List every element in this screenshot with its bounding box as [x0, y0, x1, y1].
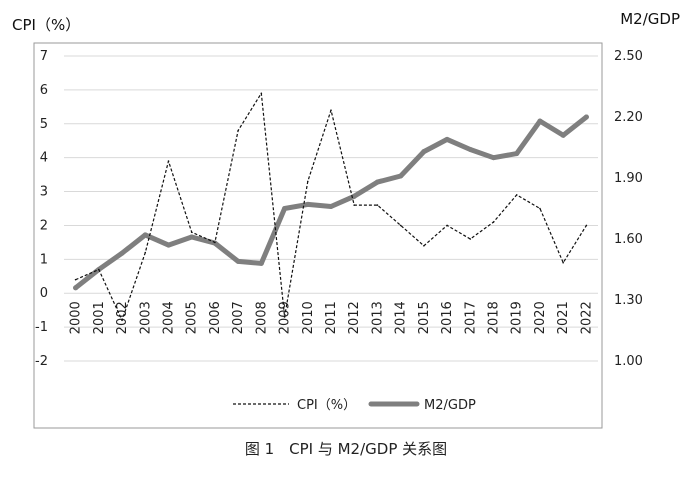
- x-tick-label: 2019: [510, 301, 525, 334]
- cpi-point: [98, 268, 100, 271]
- right-axis-label: M2/GDP: [620, 10, 680, 28]
- x-tick-label: 2007: [231, 301, 246, 334]
- cpi-point: [214, 241, 216, 244]
- cpi-point: [423, 244, 425, 247]
- right-tick-label: 1.30: [614, 293, 643, 308]
- x-tick-label: 2009: [278, 301, 293, 334]
- figure-caption: 图 1 CPI 与 M2/GDP 关系图: [245, 440, 447, 458]
- left-tick-label: -2: [35, 354, 48, 369]
- x-tick-label: 2022: [579, 301, 594, 334]
- x-tick-label: 2018: [487, 301, 502, 334]
- m2-gdp-point: [258, 260, 264, 266]
- left-tick-label: 6: [40, 83, 48, 98]
- right-tick-label: 1.00: [614, 354, 643, 369]
- m2-gdp-point: [165, 242, 171, 248]
- left-tick-label: 7: [40, 49, 48, 64]
- m2-gdp-point: [119, 250, 125, 256]
- right-tick-label: 2.50: [614, 49, 643, 64]
- series-layer: [73, 92, 589, 322]
- m2-gdp-point: [444, 136, 450, 142]
- m2-gdp-point: [73, 285, 79, 291]
- m2-gdp-point: [374, 179, 380, 185]
- m2-gdp-point: [235, 258, 241, 264]
- cpi-point: [167, 160, 170, 162]
- right-tick-label: 2.20: [614, 110, 643, 125]
- cpi-point: [492, 221, 495, 223]
- x-tick-label: 2014: [394, 301, 409, 334]
- cpi-point: [74, 278, 77, 281]
- x-tick-label: 2015: [417, 301, 432, 334]
- x-tick-label: 2003: [138, 301, 153, 334]
- left-tick-label: -1: [35, 320, 48, 335]
- x-axis-ticks: 2000 2001 2002 2003 2004 2005 2006 2007 2008 2009…: [69, 301, 595, 334]
- left-tick-label: 4: [40, 151, 48, 166]
- cpi-point: [353, 204, 356, 206]
- x-tick-label: 2021: [556, 301, 571, 334]
- cpi-point: [190, 231, 193, 234]
- m2-gdp-point: [398, 173, 404, 179]
- left-tick-label: 3: [40, 185, 48, 200]
- m2-gdp-point: [514, 151, 520, 157]
- x-tick-label: 2017: [463, 301, 478, 334]
- x-tick-label: 2004: [161, 301, 176, 334]
- gridlines: [64, 55, 598, 362]
- x-tick-label: 2008: [254, 301, 269, 334]
- legend-label: M2/GDP: [424, 398, 476, 413]
- x-tick-label: 2006: [208, 301, 223, 334]
- x-tick-label: 2013: [370, 301, 385, 334]
- cpi-point: [469, 238, 472, 240]
- cpi-point: [562, 261, 564, 264]
- cpi-point: [539, 207, 541, 210]
- cpi-point: [446, 224, 448, 227]
- x-tick-label: 2005: [185, 301, 200, 334]
- x-tick-label: 2002: [115, 301, 130, 334]
- cpi-point: [515, 194, 518, 196]
- cpi-point: [121, 319, 123, 322]
- right-tick-label: 1.60: [614, 232, 643, 247]
- x-tick-label: 2000: [69, 301, 84, 334]
- m2-gdp-point: [537, 118, 543, 124]
- right-tick-label: 1.90: [614, 171, 643, 186]
- x-tick-label: 2020: [533, 301, 548, 334]
- plot-frame: [33, 42, 603, 429]
- m2-gdp-point: [142, 232, 148, 238]
- cpi-point: [376, 204, 379, 206]
- legend-label: CPI（%）: [297, 398, 356, 413]
- x-tick-label: 2012: [347, 301, 362, 334]
- m2-gdp-point: [467, 147, 473, 153]
- cpi-point: [283, 316, 286, 318]
- m2-gdp-point: [328, 203, 334, 209]
- left-tick-label: 1: [40, 252, 48, 267]
- cpi-point: [144, 251, 147, 254]
- m2-gdp-point: [282, 206, 288, 211]
- m2-gdp-point: [421, 149, 427, 155]
- cpi-point: [237, 129, 239, 132]
- cpi-point: [585, 224, 588, 227]
- right-axis-ticks: 1.00 1.30 1.60 1.90 2.20 2.50: [614, 49, 643, 369]
- left-tick-label: 2: [40, 218, 48, 233]
- x-tick-label: 2016: [440, 301, 455, 334]
- x-tick-label: 2010: [301, 301, 316, 334]
- legend: CPI（%） M2/GDP: [233, 398, 476, 413]
- left-axis-ticks: -2 -1 0 1 2 3 4 5 6 7: [35, 49, 48, 369]
- m2-gdp-point: [583, 114, 589, 120]
- m2-gdp-point: [189, 234, 195, 240]
- cpi-point: [399, 224, 402, 227]
- left-tick-label: 0: [40, 286, 48, 301]
- cpi-point: [330, 109, 332, 112]
- x-tick-label: 2001: [92, 301, 107, 334]
- m2-gdp-point: [305, 201, 311, 207]
- m2-gdp-point: [491, 155, 497, 161]
- left-axis-label: CPI（%）: [12, 16, 80, 34]
- left-tick-label: 5: [40, 117, 48, 132]
- cpi-point: [260, 92, 263, 95]
- cpi-point: [306, 180, 309, 183]
- x-tick-label: 2011: [324, 301, 339, 334]
- m2-gdp-point: [560, 132, 566, 138]
